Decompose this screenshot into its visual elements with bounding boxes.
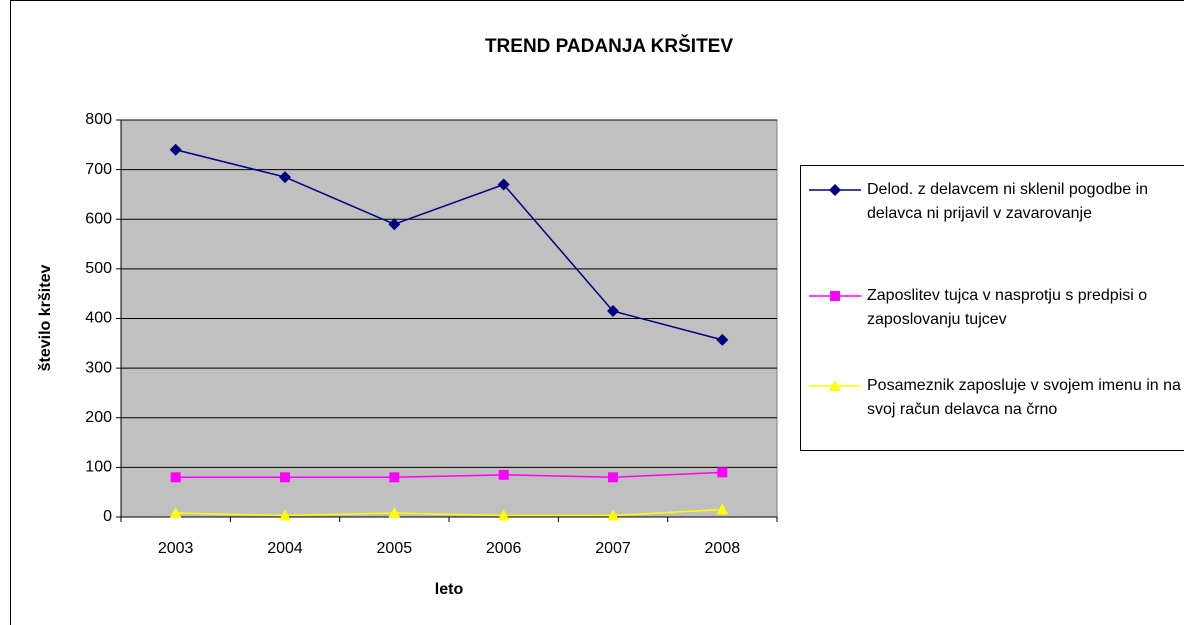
y-tick-label: 600 (85, 210, 112, 227)
marker (279, 171, 291, 184)
legend-entry: Posameznik zaposluje v svojem imenu in n… (801, 374, 1184, 422)
marker (388, 218, 401, 231)
marker (716, 333, 729, 346)
x-axis-title: leto (435, 581, 464, 598)
marker (497, 178, 510, 191)
y-tick-label: 100 (85, 459, 112, 476)
x-tick-label: 2008 (705, 540, 741, 557)
marker (497, 509, 510, 521)
y-tick-label: 300 (85, 359, 112, 376)
legend-swatch (809, 380, 861, 391)
marker (279, 509, 291, 521)
legend-entry: Zaposlitev tujca v nasprotju s predpisi … (801, 284, 1184, 332)
marker (829, 380, 841, 391)
series-line (175, 149, 723, 341)
legend-label: Posameznik zaposluje v svojem imenu in n… (867, 377, 1181, 418)
legend-label: Zaposlitev tujca v nasprotju s predpisi … (867, 287, 1148, 328)
x-tick-label: 2005 (377, 540, 413, 557)
marker (169, 143, 182, 156)
y-tick-label: 400 (85, 310, 112, 327)
legend: Delod. z delavcem ni sklenil pogodbe in … (800, 165, 1184, 451)
marker (607, 305, 619, 318)
marker (830, 291, 840, 301)
x-tick-label: 2004 (267, 540, 303, 557)
series-line (175, 471, 723, 479)
marker (389, 472, 400, 483)
legend-label: Delod. z delavcem ni sklenil pogodbe in … (867, 181, 1149, 222)
marker (829, 184, 841, 196)
legend-swatch (809, 291, 861, 301)
x-tick-label: 2003 (158, 540, 194, 557)
marker (388, 507, 401, 519)
y-tick-label: 0 (103, 508, 112, 525)
marker (717, 467, 728, 478)
marker (716, 503, 729, 515)
y-tick-label: 700 (85, 161, 112, 178)
legend-entry: Delod. z delavcem ni sklenil pogodbe in … (801, 178, 1184, 226)
y-axis-title: število kršitev (37, 265, 54, 372)
x-tick-label: 2007 (595, 540, 631, 557)
marker (498, 469, 509, 480)
y-tick-label: 200 (85, 409, 112, 426)
legend-swatch (809, 184, 861, 196)
marker (280, 472, 290, 483)
marker (169, 507, 182, 519)
y-tick-label: 800 (85, 111, 112, 128)
series-line (175, 508, 723, 517)
y-tick-label: 500 (85, 260, 112, 277)
x-tick-label: 2006 (486, 540, 522, 557)
chart-title: TREND PADANJA KRŠITEV (485, 35, 733, 57)
marker (607, 509, 619, 521)
marker (170, 472, 181, 483)
marker (608, 472, 618, 483)
